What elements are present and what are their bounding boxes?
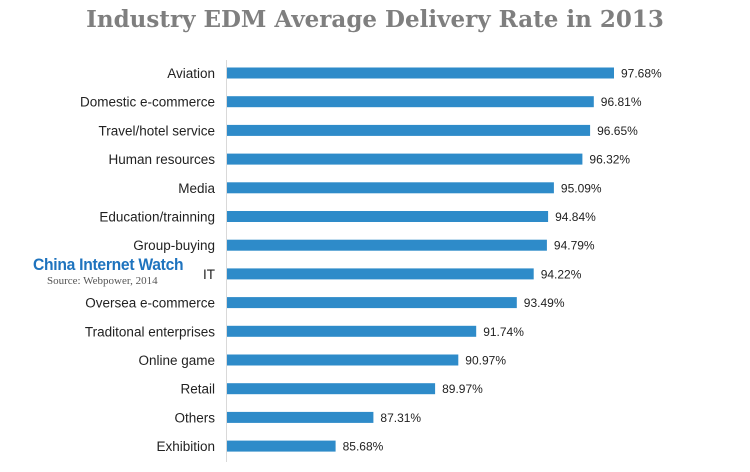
bar-others <box>227 411 374 423</box>
bar-education-trainning <box>227 211 549 222</box>
bar-exhibition <box>227 440 336 452</box>
bar-travel-hotel-service <box>227 124 591 136</box>
category-label: Education/trainning <box>99 210 215 225</box>
category-label: Traditonal enterprises <box>85 324 215 339</box>
category-label: Domestic e-commerce <box>80 95 215 110</box>
bar-human-resources <box>227 153 583 165</box>
chart-title: Industry EDM Average Delivery Rate in 20… <box>86 6 664 33</box>
category-label: Oversea e-commerce <box>85 296 215 311</box>
bar-media <box>227 182 554 194</box>
category-label: IT <box>203 267 215 282</box>
value-label: 97.68% <box>621 67 662 81</box>
value-label: 91.74% <box>483 325 524 339</box>
category-label: Exhibition <box>156 439 215 454</box>
bar-traditonal-enterprises <box>227 325 477 337</box>
category-label: Human resources <box>108 152 215 167</box>
bar-group-buying <box>227 239 547 251</box>
category-label: Online game <box>138 353 215 368</box>
bar-domestic-e-commerce <box>227 96 594 108</box>
category-label: Others <box>174 410 215 425</box>
value-label: 96.65% <box>597 124 638 138</box>
value-label: 89.97% <box>442 382 483 396</box>
value-label: 87.31% <box>380 411 421 425</box>
category-label: Media <box>178 181 215 196</box>
value-label: 95.09% <box>561 181 602 195</box>
category-label: Travel/hotel service <box>98 123 215 138</box>
bar-online-game <box>227 354 459 366</box>
watermark-brand: China Internet Watch <box>33 255 184 274</box>
value-label: 93.49% <box>524 296 565 310</box>
value-label: 94.22% <box>541 267 582 281</box>
category-label: Group-buying <box>133 238 215 253</box>
value-label: 90.97% <box>465 354 506 368</box>
category-label: Retail <box>180 382 215 397</box>
bar-oversea-e-commerce <box>227 297 517 309</box>
value-label: 96.32% <box>589 153 630 167</box>
value-label: 94.84% <box>555 210 596 224</box>
bar-aviation <box>227 67 614 79</box>
category-label: Aviation <box>167 66 215 81</box>
bar-retail <box>227 383 436 395</box>
watermark-source: Source: Webpower, 2014 <box>47 275 158 287</box>
value-label: 94.79% <box>554 239 595 253</box>
value-label: 85.68% <box>343 440 384 454</box>
bar-it <box>227 268 534 280</box>
value-label: 96.81% <box>601 95 642 109</box>
